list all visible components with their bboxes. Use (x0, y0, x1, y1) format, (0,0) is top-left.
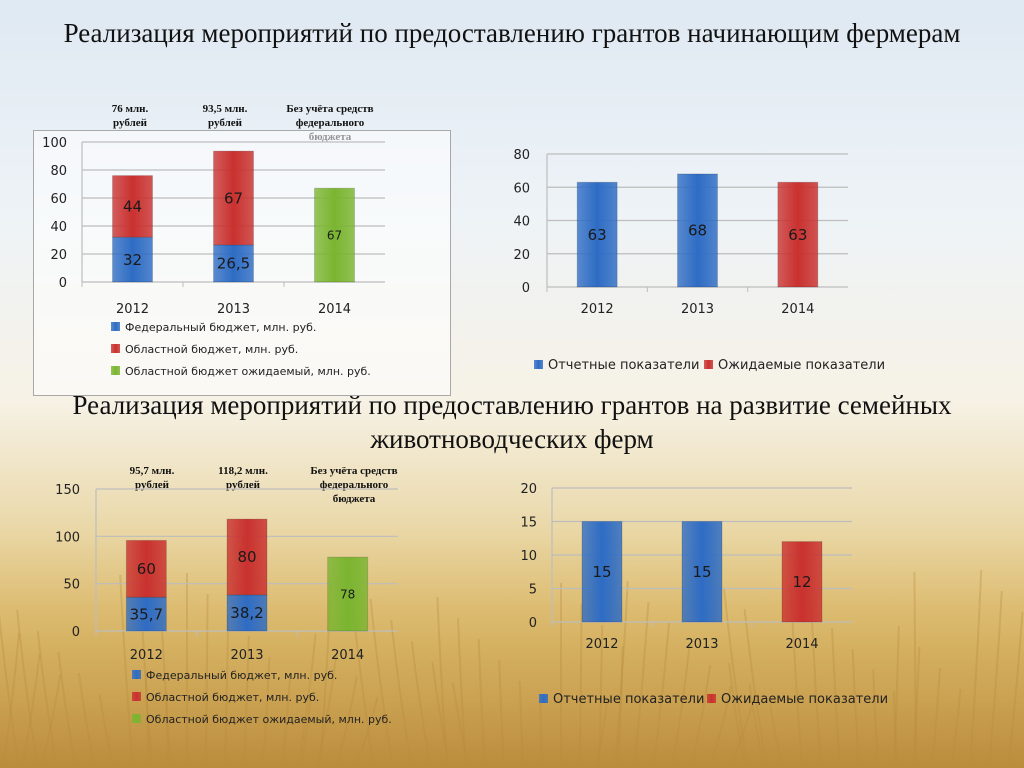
y-tick-label: 40 (50, 220, 67, 235)
bar (226, 518, 268, 596)
data-label: 80 (237, 548, 256, 566)
y-tick-label: 150 (55, 483, 80, 498)
legend-label: Областной бюджет, млн. руб. (146, 691, 319, 704)
data-label: 67 (224, 189, 243, 207)
bar (112, 236, 153, 283)
legend-swatch (704, 360, 713, 369)
x-tick-label: 2013 (230, 648, 263, 663)
y-tick-label: 50 (63, 578, 80, 593)
chart-4: 20 15 10 5 0 2012 2013 2014 15 15 12 Отчетные показ… (520, 482, 888, 707)
data-label: 15 (692, 563, 711, 581)
legend-swatch (132, 692, 141, 701)
legend-label: Областной бюджет ожидаемый, млн. руб. (125, 365, 371, 378)
x-tick-label: 2012 (116, 302, 149, 317)
data-label: 67 (327, 228, 342, 242)
data-label: 12 (792, 573, 811, 591)
x-tick-label: 2012 (130, 648, 163, 663)
legend-label: Областной бюджет ожидаемый, млн. руб. (146, 713, 392, 726)
bar (576, 181, 618, 288)
legend-label: Отчетные показатели (553, 692, 704, 707)
bar (112, 175, 153, 238)
y-tick-label: 20 (50, 248, 67, 263)
legend-swatch (111, 344, 120, 353)
legend-label: Ожидаемые показатели (718, 358, 885, 373)
legend-swatch (132, 714, 141, 723)
x-tick-label: 2013 (685, 637, 718, 652)
y-tick-label: 15 (520, 516, 537, 531)
y-tick-label: 40 (513, 215, 530, 230)
y-tick-label: 100 (55, 530, 80, 545)
legend-label: Федеральный бюджет, млн. руб. (125, 321, 316, 334)
bar (314, 187, 355, 283)
x-tick-label: 2014 (318, 302, 351, 317)
y-tick-label: 100 (42, 136, 67, 151)
data-label: 63 (588, 226, 607, 244)
y-tick-label: 0 (72, 625, 80, 640)
chart-3: 150 100 50 0 2012 2013 2014 35,7 60 38,2 80 78 Федер… (55, 483, 398, 726)
y-tick-label: 80 (513, 148, 530, 163)
chart-2: 80 60 40 20 0 2012 2013 2014 63 68 63 Отчетные пока… (513, 148, 885, 373)
y-tick-label: 0 (529, 616, 537, 631)
bar (777, 181, 819, 288)
bar (677, 173, 718, 288)
legend-swatch (539, 694, 548, 703)
x-tick-label: 2014 (785, 637, 818, 652)
y-tick-label: 0 (59, 276, 67, 291)
bar (327, 556, 369, 632)
bar (125, 539, 167, 598)
legend-label: Ожидаемые показатели (721, 692, 888, 707)
y-tick-label: 80 (50, 164, 67, 179)
data-label: 38,2 (230, 604, 263, 622)
data-label: 68 (688, 222, 707, 240)
data-label: 63 (788, 226, 807, 244)
legend-swatch (132, 670, 141, 679)
legend-label: Федеральный бюджет, млн. руб. (146, 669, 337, 682)
bar (125, 596, 167, 632)
data-label: 60 (137, 560, 156, 578)
x-tick-label: 2012 (585, 637, 618, 652)
data-label: 78 (340, 587, 355, 601)
slide-title-1: Реализация мероприятий по предоставлению… (63, 18, 961, 48)
bar (213, 150, 254, 246)
chart-1: 100 80 60 40 20 0 2012 2013 2014 32 44 26,5 67 67 Феде… (42, 136, 385, 378)
x-tick-label: 2013 (681, 302, 714, 317)
x-tick-label: 2014 (781, 302, 814, 317)
data-label: 26,5 (217, 255, 250, 273)
legend-label: Отчетные показатели (548, 358, 699, 373)
y-tick-label: 0 (522, 281, 530, 296)
chart3-note-2014: Без учёта средств федерального бюджета (310, 465, 398, 505)
y-tick-label: 60 (50, 192, 67, 207)
chart3-note-2013: 118,2 млн. рублей (218, 465, 268, 491)
chart1-note-2012: 76 млн. рублей (111, 103, 149, 129)
y-tick-label: 20 (513, 248, 530, 263)
legend-swatch (534, 360, 543, 369)
bar (213, 244, 254, 283)
data-label: 15 (592, 563, 611, 581)
y-tick-label: 60 (513, 181, 530, 196)
legend-swatch (111, 366, 120, 375)
bar (781, 541, 823, 623)
bar (681, 521, 723, 623)
data-label: 44 (123, 198, 142, 216)
y-tick-label: 20 (520, 482, 537, 497)
legend-label: Областной бюджет, млн. руб. (125, 343, 298, 356)
data-label: 32 (123, 251, 142, 269)
data-label: 35,7 (130, 605, 163, 623)
x-tick-label: 2012 (581, 302, 614, 317)
bar (226, 594, 268, 632)
x-tick-label: 2014 (331, 648, 364, 663)
x-tick-label: 2013 (217, 302, 250, 317)
legend-swatch (111, 322, 120, 331)
y-tick-label: 5 (529, 583, 537, 598)
legend-swatch (707, 694, 716, 703)
chart1-note-2013: 93,5 млн. рублей (202, 103, 248, 129)
bar (581, 521, 623, 623)
y-tick-label: 10 (520, 549, 537, 564)
chart3-note-2012: 95,7 млн. рублей (129, 465, 175, 491)
